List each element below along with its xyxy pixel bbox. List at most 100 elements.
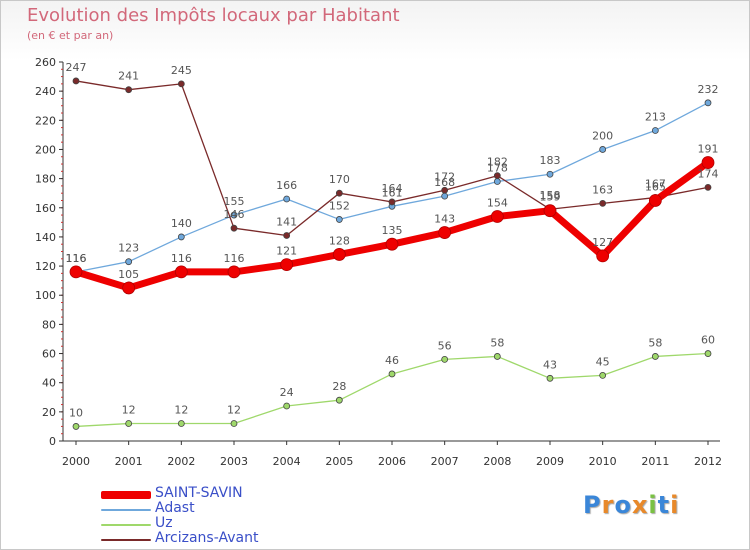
data-point-uz — [599, 372, 607, 379]
data-label-saint-savin: 165 — [645, 180, 666, 193]
data-label-adast: 213 — [645, 111, 666, 124]
data-point-arcizans-avant — [177, 80, 185, 88]
data-label-adast: 168 — [434, 176, 455, 189]
data-point-uz — [704, 350, 712, 357]
data-label-arcizans-avant: 167 — [645, 178, 666, 191]
data-point-uz — [335, 396, 343, 404]
proxiti-logo: Proxiti — [583, 491, 679, 519]
data-label-arcizans-avant: 170 — [329, 173, 350, 186]
data-point-saint-savin — [648, 194, 662, 207]
y-tick-label: 20 — [42, 406, 56, 419]
data-point-saint-savin — [174, 265, 188, 279]
data-label-arcizans-avant: 141 — [276, 215, 297, 228]
data-point-uz — [72, 423, 80, 430]
data-label-saint-savin: 135 — [382, 224, 403, 237]
data-point-saint-savin — [596, 249, 610, 263]
x-tick-label: 2012 — [694, 455, 722, 468]
data-label-uz: 58 — [490, 336, 504, 349]
series-layer — [69, 77, 715, 430]
y-tick-label: 260 — [35, 56, 56, 69]
y-tick-label: 220 — [35, 114, 56, 127]
data-label-saint-savin: 128 — [329, 234, 350, 247]
data-label-uz: 12 — [227, 404, 241, 417]
data-point-adast — [125, 258, 133, 266]
data-point-adast — [335, 216, 343, 223]
data-label-adast: 183 — [540, 154, 561, 167]
data-point-adast — [599, 146, 607, 153]
data-label-uz: 60 — [701, 334, 715, 347]
data-point-uz — [441, 355, 449, 363]
data-label-arcizans-avant: 146 — [224, 208, 245, 221]
data-point-saint-savin — [69, 265, 83, 279]
data-point-uz — [651, 353, 659, 360]
y-tick-label: 0 — [49, 435, 56, 448]
y-tick-label: 240 — [35, 85, 56, 98]
data-point-arcizans-avant — [72, 77, 80, 85]
series-line-arcizans-avant — [75, 80, 709, 237]
data-point-saint-savin — [490, 210, 504, 223]
data-label-uz: 28 — [332, 380, 346, 393]
legend-swatch — [101, 524, 151, 526]
data-point-uz — [177, 420, 185, 427]
y-tick-label: 160 — [35, 202, 56, 215]
data-label-arcizans-avant: 163 — [592, 183, 613, 196]
data-point-uz — [125, 420, 133, 427]
y-tick-label: 40 — [42, 377, 56, 390]
data-label-saint-savin: 191 — [698, 143, 719, 156]
data-label-saint-savin: 105 — [118, 268, 139, 281]
data-point-uz — [230, 420, 238, 427]
data-point-saint-savin — [438, 226, 452, 239]
legend-label: Adast — [155, 500, 195, 516]
data-label-saint-savin: 143 — [434, 213, 455, 226]
data-label-arcizans-avant: 158 — [540, 189, 561, 202]
y-tick-label: 120 — [35, 260, 56, 273]
data-point-arcizans-avant — [125, 86, 133, 94]
data-label-uz: 12 — [174, 404, 188, 417]
data-label-uz: 58 — [648, 336, 662, 349]
data-label-adast: 155 — [224, 195, 245, 208]
data-point-saint-savin — [122, 281, 136, 295]
data-point-saint-savin — [543, 204, 557, 218]
legend-swatch — [101, 509, 151, 511]
y-tick-label: 100 — [35, 289, 56, 302]
data-label-saint-savin: 116 — [224, 252, 245, 265]
data-label-saint-savin: 159 — [540, 191, 561, 204]
logo-letter: r — [601, 491, 615, 519]
data-label-adast: 123 — [118, 242, 139, 255]
data-label-adast: 232 — [698, 83, 719, 96]
data-label-arcizans-avant: 182 — [487, 156, 508, 169]
data-point-arcizans-avant — [493, 172, 501, 180]
x-tick-label: 2004 — [273, 455, 301, 468]
data-point-adast — [493, 178, 501, 185]
data-label-uz: 24 — [280, 386, 294, 399]
data-label-adast: 161 — [382, 186, 403, 199]
logo-letter: i — [670, 491, 680, 519]
data-point-arcizans-avant — [599, 199, 607, 207]
data-label-arcizans-avant: 174 — [698, 167, 719, 180]
x-tick-label: 2008 — [483, 455, 511, 468]
data-point-adast — [283, 195, 291, 203]
data-point-saint-savin — [701, 156, 715, 169]
data-point-uz — [283, 402, 291, 410]
data-label-uz: 45 — [596, 355, 610, 368]
data-label-arcizans-avant: 172 — [434, 170, 455, 183]
data-point-arcizans-avant — [704, 183, 712, 191]
chart-subtitle: (en € et par an) — [27, 29, 114, 42]
data-point-arcizans-avant — [230, 224, 238, 232]
data-point-uz — [493, 353, 501, 360]
data-label-uz: 10 — [69, 406, 83, 419]
data-point-adast — [704, 99, 712, 107]
x-tick-label: 2010 — [589, 455, 617, 468]
logo-letter: x — [631, 491, 649, 519]
y-tick-label: 60 — [42, 348, 56, 361]
x-tick-label: 2003 — [220, 455, 248, 468]
logo-letter: t — [657, 491, 671, 519]
data-point-uz — [546, 374, 554, 382]
data-point-adast — [441, 192, 449, 200]
data-label-arcizans-avant: 245 — [171, 64, 192, 77]
data-point-arcizans-avant — [388, 198, 396, 206]
data-label-saint-savin: 154 — [487, 197, 508, 210]
legend-label: Uz — [155, 515, 173, 531]
data-point-uz — [388, 370, 396, 378]
